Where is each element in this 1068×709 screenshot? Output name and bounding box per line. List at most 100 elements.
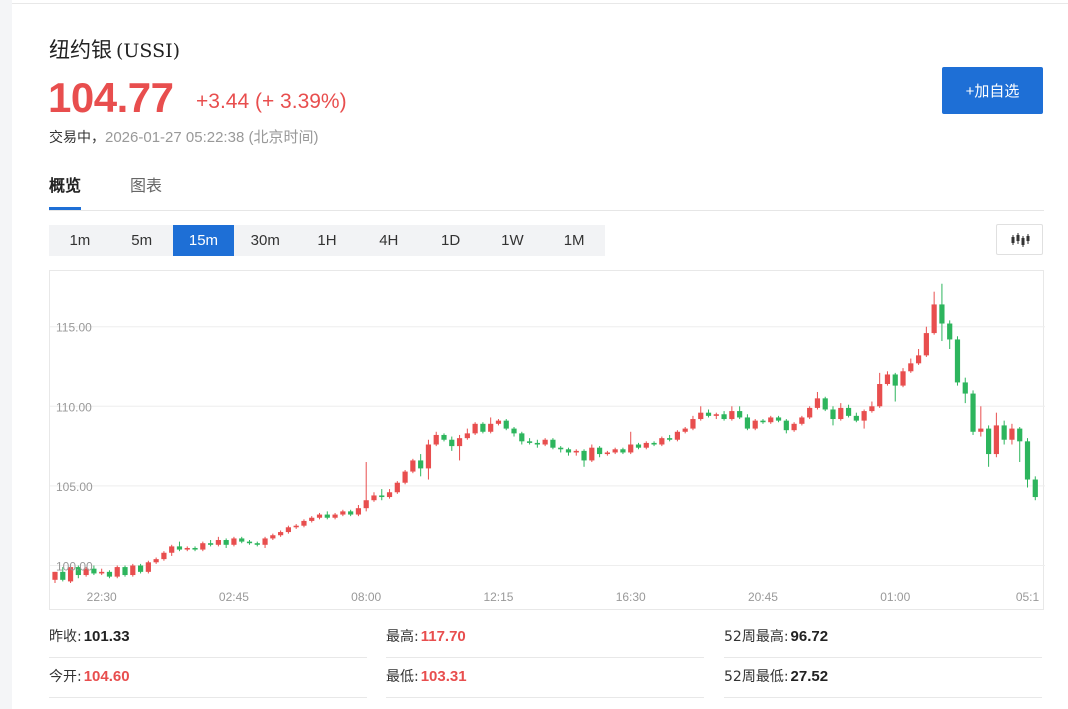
candle	[589, 444, 595, 463]
candle	[495, 419, 502, 426]
candle	[402, 469, 408, 485]
candle	[130, 563, 136, 577]
candle	[698, 406, 704, 421]
candle	[192, 546, 198, 552]
candle	[775, 415, 782, 423]
tab-chart[interactable]: 图表	[130, 176, 163, 195]
candle	[752, 419, 758, 431]
candle	[799, 415, 805, 426]
stat-52w-high: 52周最高: 96.72	[724, 618, 1042, 658]
status-text: 交易中，	[49, 130, 105, 146]
add-watchlist-button[interactable]: +加自选	[942, 67, 1043, 114]
candle	[386, 489, 393, 499]
candle	[1032, 476, 1038, 501]
candle	[122, 565, 128, 577]
candle	[340, 509, 346, 517]
interval-1m[interactable]: 1m	[69, 232, 91, 249]
candle	[348, 509, 354, 517]
stat-value: 101.33	[83, 628, 130, 645]
candle	[954, 336, 961, 386]
chart-type-button[interactable]	[996, 224, 1043, 255]
y-tick-label: 100.00	[56, 559, 93, 573]
candle	[60, 567, 66, 582]
candle	[635, 442, 642, 450]
candle	[1024, 438, 1031, 488]
interval-1mo[interactable]: 1M	[563, 232, 585, 249]
candle	[488, 417, 494, 434]
candle	[908, 358, 914, 373]
stat-label: 最高:	[386, 629, 419, 645]
candle	[464, 428, 470, 440]
interval-1w[interactable]: 1W	[501, 232, 524, 249]
candle	[184, 546, 190, 552]
candle	[425, 439, 432, 480]
interval-1h[interactable]: 1H	[317, 232, 337, 249]
candle	[114, 565, 120, 579]
candle	[877, 372, 883, 408]
candle	[986, 425, 992, 467]
candle	[215, 536, 221, 547]
candle	[99, 568, 105, 576]
candle	[892, 372, 898, 402]
candle	[830, 406, 836, 426]
interval-1d[interactable]: 1D	[440, 232, 461, 249]
last-price: 104.77	[48, 74, 174, 121]
interval-4h[interactable]: 4H	[379, 232, 399, 249]
x-tick-label: 08:00	[351, 590, 381, 604]
candle	[262, 536, 268, 548]
candle	[208, 540, 214, 547]
candle	[67, 565, 74, 583]
candle	[869, 401, 875, 413]
candle	[223, 538, 229, 548]
candle	[791, 422, 797, 432]
interval-15m[interactable]: 15m	[172, 225, 235, 256]
instrument-title: 纽约银 (USSI)	[49, 34, 180, 64]
candle	[91, 565, 97, 576]
candle	[480, 422, 486, 434]
candle	[75, 565, 81, 579]
stat-label: 52周最高:	[724, 629, 789, 645]
candle	[962, 377, 968, 404]
candle	[978, 406, 984, 437]
interval-5m[interactable]: 5m	[131, 232, 153, 249]
candle	[542, 438, 548, 447]
candle	[581, 449, 587, 467]
instrument-name: 纽约银	[49, 38, 112, 62]
candle	[418, 454, 424, 477]
candle	[565, 447, 572, 456]
candle	[176, 541, 183, 552]
candle	[301, 519, 307, 528]
stat-label: 今开:	[49, 669, 82, 685]
candlestick-chart[interactable]: 100.00 105.00 110.00 115.00 22:30 02:45 08:00 1…	[49, 270, 1045, 610]
candle	[845, 404, 852, 418]
candle	[355, 505, 362, 517]
candle	[254, 541, 260, 547]
candle	[456, 434, 463, 461]
candle	[620, 447, 626, 455]
candle	[721, 411, 727, 421]
tab-overview[interactable]: 概览	[49, 174, 82, 210]
candle	[449, 436, 455, 451]
candle	[153, 557, 159, 564]
stat-prev-close: 昨收: 101.33	[49, 618, 367, 658]
candle	[884, 371, 891, 386]
candle	[667, 434, 673, 442]
candle	[503, 419, 509, 431]
quote-time: 2026-01-27 05:22:38 (北京时间)	[105, 129, 319, 146]
candle	[993, 412, 999, 458]
candle	[169, 544, 175, 556]
stat-high: 最高: 117.70	[386, 618, 704, 658]
candle	[643, 441, 649, 450]
candle	[814, 391, 821, 410]
candle	[231, 536, 237, 547]
candlestick-icon	[1011, 232, 1029, 247]
candle	[1009, 423, 1015, 445]
candle	[145, 560, 151, 574]
stat-label: 52周最低:	[724, 669, 789, 685]
candle	[137, 563, 144, 574]
candle	[931, 291, 937, 335]
x-tick-label: 16:30	[616, 590, 646, 604]
candle	[332, 512, 338, 520]
candle	[1001, 420, 1007, 445]
interval-30m[interactable]: 30m	[250, 232, 280, 249]
